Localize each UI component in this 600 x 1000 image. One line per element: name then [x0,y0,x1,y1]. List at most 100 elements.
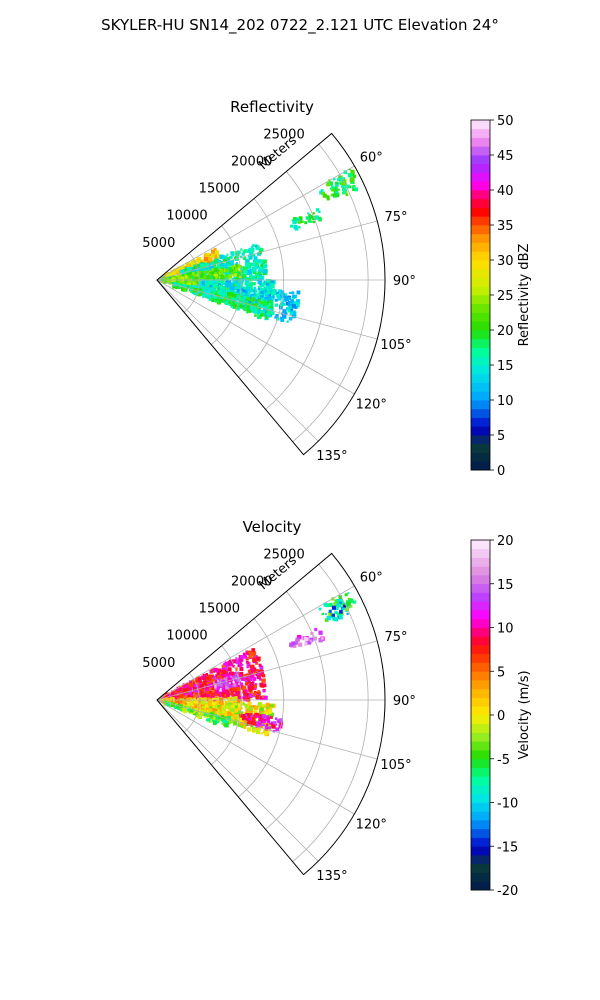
echo-pixel [208,702,213,707]
echo-pixel [162,277,167,282]
echo-pixel [242,288,246,293]
echo-pixel [221,688,226,692]
echo-pixel [335,191,339,195]
colorbar-segment [471,452,490,462]
echo-pixel [224,283,229,287]
echo-pixel [261,678,266,683]
echo-pixel [260,732,263,735]
echo-pixel [240,290,243,293]
echo-pixel [265,278,270,283]
echo-pixel [211,254,214,258]
echo-region [289,628,325,649]
echo-pixel [216,681,221,687]
echo-pixel [232,296,236,300]
echo-pixel [255,683,258,686]
echo-pixel [225,275,228,279]
echo-pixel [204,292,209,297]
echo-pixel [228,297,233,301]
echo-pixel [220,270,224,274]
echo-pixel [276,317,280,321]
echo-pixel [204,290,208,295]
echo-pixel [261,297,265,301]
echo-pixel [201,694,205,699]
echo-pixel [247,670,251,673]
echo-pixel [241,715,246,720]
echo-pixel [262,259,267,264]
echo-pixel [162,695,166,699]
echo-pixel [240,676,244,680]
echo-pixel [222,719,228,724]
echo-pixel [334,182,339,187]
echo-pixel [249,282,253,286]
echo-pixel [262,300,267,306]
echo-pixel [226,693,230,698]
echo-pixel [193,697,196,700]
echo-pixel [221,712,226,717]
echo-pixel [212,276,215,279]
echo-pixel [200,280,205,285]
echo-pixel [231,716,235,720]
echo-pixel [260,291,264,295]
echo-pixel [257,690,260,693]
echo-pixel [204,284,208,288]
echo-pixel [261,684,265,688]
echo-pixel [246,694,249,698]
colorbar-segment [471,128,490,138]
echo-pixel [200,681,205,686]
echo-pixel [189,702,194,707]
echo-pixel [258,291,262,296]
echo-pixel [256,265,260,269]
echo-pixel [190,692,195,696]
echo-pixel [337,188,340,191]
echo-pixel [198,688,203,693]
echo-pixel [197,706,202,711]
echo-pixel [230,717,234,722]
echo-pixel [262,723,265,727]
echo-pixel [249,262,253,266]
echo-pixel [251,718,256,724]
echo-pixel [244,262,250,267]
echo-pixel [209,692,214,697]
echo-pixel [211,279,216,284]
echo-pixel [333,617,338,622]
echo-pixel [195,682,199,686]
echo-pixel [207,252,210,256]
echo-pixel [230,283,235,288]
colorbar-segment [471,776,490,786]
colorbar-segment [471,881,490,891]
echo-pixel [246,693,249,696]
echo-pixel [167,694,171,698]
echo-pixel [248,715,251,718]
echo-pixel [214,251,218,255]
echo-pixel [235,262,238,265]
echo-pixel [189,288,193,292]
echo-pixel [233,721,238,726]
echo-pixel [237,302,241,306]
echo-pixel [274,717,278,720]
echo-pixel [251,648,256,652]
azimuth-tick-label: 120° [356,398,387,413]
echo-pixel [198,277,202,281]
echo-pixel [279,316,283,320]
echo-pixel [335,599,338,603]
echo-pixel [239,269,242,273]
echo-pixel [198,267,201,271]
echo-region [237,286,301,323]
echo-pixel [269,308,273,312]
colorbar-segment [471,566,490,576]
echo-pixel [282,299,286,302]
echo-pixel [289,312,293,316]
echo-pixel [195,272,199,277]
echo-pixel [239,655,244,660]
echo-pixel [307,640,311,645]
echo-pixel [248,693,253,698]
echo-pixel [236,306,240,311]
colorbar-segment [471,697,490,707]
echo-pixel [232,303,236,306]
echo-pixel [266,723,269,726]
echo-pixel [338,182,341,185]
echo-pixel [214,680,218,683]
echo-pixel [223,300,227,304]
echo-pixel [294,306,298,310]
echo-pixel [337,177,341,182]
